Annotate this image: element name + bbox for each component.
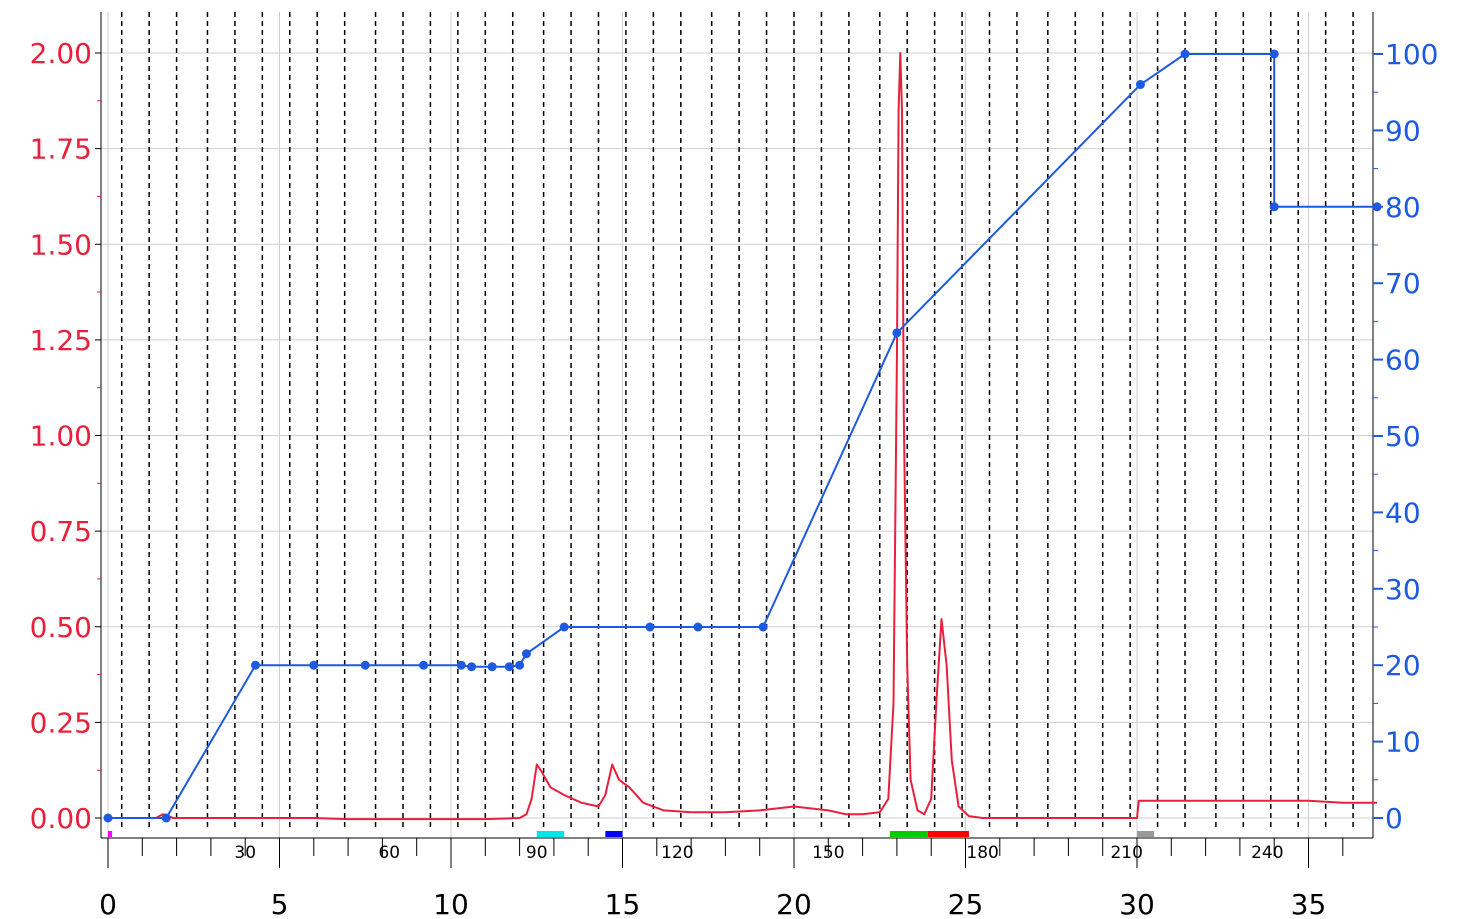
gradient-point <box>467 662 477 672</box>
left-tick-label: 1.75 <box>30 133 92 166</box>
fraction-label: 60 <box>378 843 400 863</box>
gradient-point <box>693 622 703 632</box>
grid-lines <box>101 12 1373 838</box>
gradient-point <box>758 622 768 632</box>
fraction-label: 150 <box>812 843 844 863</box>
right-tick-label: 90 <box>1385 114 1421 147</box>
left-tick-label: 0.50 <box>30 611 92 644</box>
left-tick-label: 2.00 <box>30 37 92 70</box>
fraction-label: 180 <box>966 843 998 863</box>
gradient-point <box>419 660 429 670</box>
fraction-label: 240 <box>1251 843 1283 863</box>
gradient-point <box>1269 202 1279 212</box>
gradient-point <box>645 622 655 632</box>
gradient-point <box>504 662 514 672</box>
x-axis: 0 5 10 15 20 25 30 35 <box>99 838 1344 919</box>
left-tick-label: 1.00 <box>30 420 92 453</box>
right-tick-label: 0 <box>1385 802 1403 835</box>
left-axis: 0.00 0.25 0.50 0.75 1.00 1.25 1.50 1.75 2.00 <box>30 37 101 835</box>
gradient-point <box>1135 80 1145 90</box>
fraction-lines <box>120 12 1354 830</box>
gradient-point <box>1180 49 1190 59</box>
plot-frame <box>100 12 1374 839</box>
fraction-label: 210 <box>1110 843 1142 863</box>
right-tick-label: 80 <box>1385 191 1421 224</box>
fraction-markers <box>108 831 1155 837</box>
right-tick-label: 20 <box>1385 649 1421 682</box>
fraction-label: 90 <box>526 843 548 863</box>
gradient-point <box>892 328 902 338</box>
x-tick-label: 0 <box>99 888 117 919</box>
left-tick-label: 1.25 <box>30 324 92 357</box>
left-tick-label: 0.00 <box>30 802 92 835</box>
gradient-point <box>456 660 466 670</box>
gradient-point <box>521 649 531 659</box>
right-tick-label: 70 <box>1385 267 1421 300</box>
fraction-marker <box>890 831 928 837</box>
gradient-point <box>559 622 569 632</box>
gradient-point <box>1269 49 1279 59</box>
fraction-marker <box>927 831 969 837</box>
gradient-point <box>103 813 113 823</box>
fraction-marker <box>536 831 565 837</box>
x-tick-label: 20 <box>776 888 812 919</box>
gradient-line <box>108 53 1378 819</box>
x-tick-label: 15 <box>605 888 641 919</box>
fraction-labels: 30 60 90 120 150 180 210 240 <box>234 843 1283 863</box>
right-tick-label: 30 <box>1385 573 1421 606</box>
fraction-label: 120 <box>661 843 693 863</box>
uv-absorbance-line <box>108 52 1378 821</box>
right-tick-label: 50 <box>1385 420 1421 453</box>
series-layer <box>103 49 1382 823</box>
right-axis: 0 10 20 30 40 50 60 70 80 90 100 <box>1373 38 1438 835</box>
x-tick-label: 10 <box>433 888 469 919</box>
fraction-marker <box>1137 831 1155 837</box>
x-tick-label: 30 <box>1119 888 1155 919</box>
right-tick-label: 40 <box>1385 496 1421 529</box>
gradient-point <box>161 813 171 823</box>
right-tick-label: 100 <box>1385 38 1438 71</box>
fraction-label: 30 <box>234 843 256 863</box>
gradient-point <box>360 660 370 670</box>
left-tick-label: 1.50 <box>30 228 92 261</box>
gradient-point <box>250 660 260 670</box>
gradient-point <box>515 660 525 670</box>
right-tick-label: 10 <box>1385 726 1421 759</box>
left-tick-label: 0.75 <box>30 515 92 548</box>
gradient-point <box>487 662 497 672</box>
fraction-marker <box>108 831 113 837</box>
left-tick-label: 0.25 <box>30 706 92 739</box>
gradient-point <box>309 660 319 670</box>
right-tick-label: 60 <box>1385 344 1421 377</box>
fraction-marker <box>605 831 623 837</box>
x-tick-label: 5 <box>271 888 289 919</box>
x-tick-label: 35 <box>1291 888 1327 919</box>
x-tick-label: 25 <box>948 888 984 919</box>
gradient-point <box>1372 202 1382 212</box>
